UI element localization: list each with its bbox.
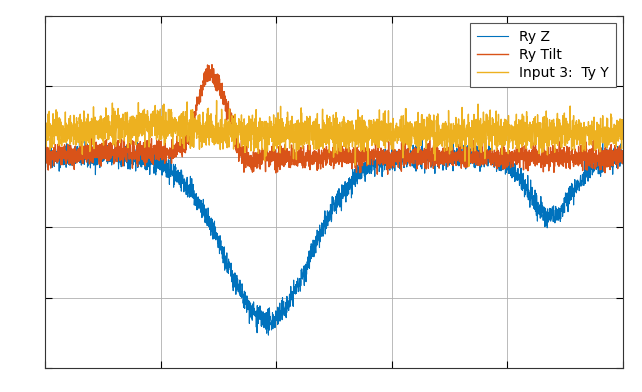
Ry Z xyxy=(41,152,49,156)
Line: Input 3:  Ty Y: Input 3: Ty Y xyxy=(45,100,623,166)
Ry Tilt xyxy=(107,156,115,160)
Ry Tilt xyxy=(608,154,616,159)
Ry Z xyxy=(546,206,553,211)
Ry Z xyxy=(619,156,627,160)
Ry Tilt xyxy=(208,62,216,67)
Input 3:  Ty Y: (0.173, 0.141): Ty Y: (0.173, 0.141) xyxy=(141,125,149,129)
Ry Z xyxy=(107,158,115,162)
Input 3:  Ty Y: (0.981, 0.092): Ty Y: (0.981, 0.092) xyxy=(608,132,616,137)
Ry Z xyxy=(265,333,272,338)
Ry Tilt xyxy=(546,155,553,160)
Ry Tilt xyxy=(41,163,49,167)
Line: Ry Tilt: Ry Tilt xyxy=(45,65,623,174)
Ry Tilt xyxy=(141,147,149,152)
Ry Tilt xyxy=(384,172,392,176)
Ry Z xyxy=(263,331,270,336)
Legend: Ry Z, Ry Tilt, Input 3:  Ty Y: Ry Z, Ry Tilt, Input 3: Ty Y xyxy=(471,23,616,87)
Ry Z xyxy=(141,154,149,159)
Line: Ry Z: Ry Z xyxy=(45,136,623,335)
Input 3:  Ty Y: (0.873, 0.187): Ty Y: (0.873, 0.187) xyxy=(546,117,553,122)
Input 3:  Ty Y: (1, 0.144): Ty Y: (1, 0.144) xyxy=(619,124,627,129)
Input 3:  Ty Y: (0, 0.0409): Ty Y: (0, 0.0409) xyxy=(41,140,49,145)
Ry Z xyxy=(82,133,89,138)
Ry Tilt xyxy=(263,149,270,153)
Ry Z xyxy=(288,291,296,296)
Input 3:  Ty Y: (0.297, 0.309): Ty Y: (0.297, 0.309) xyxy=(213,98,220,103)
Input 3:  Ty Y: (0.384, 0.142): Ty Y: (0.384, 0.142) xyxy=(263,124,270,129)
Input 3:  Ty Y: (0.734, -0.111): Ty Y: (0.734, -0.111) xyxy=(465,164,473,169)
Ry Tilt xyxy=(619,161,627,165)
Input 3:  Ty Y: (0.114, 0.131): Ty Y: (0.114, 0.131) xyxy=(107,126,115,131)
Ry Z xyxy=(608,152,616,157)
Input 3:  Ty Y: (0.427, 0.175): Ty Y: (0.427, 0.175) xyxy=(288,119,295,124)
Ry Tilt xyxy=(288,162,295,167)
